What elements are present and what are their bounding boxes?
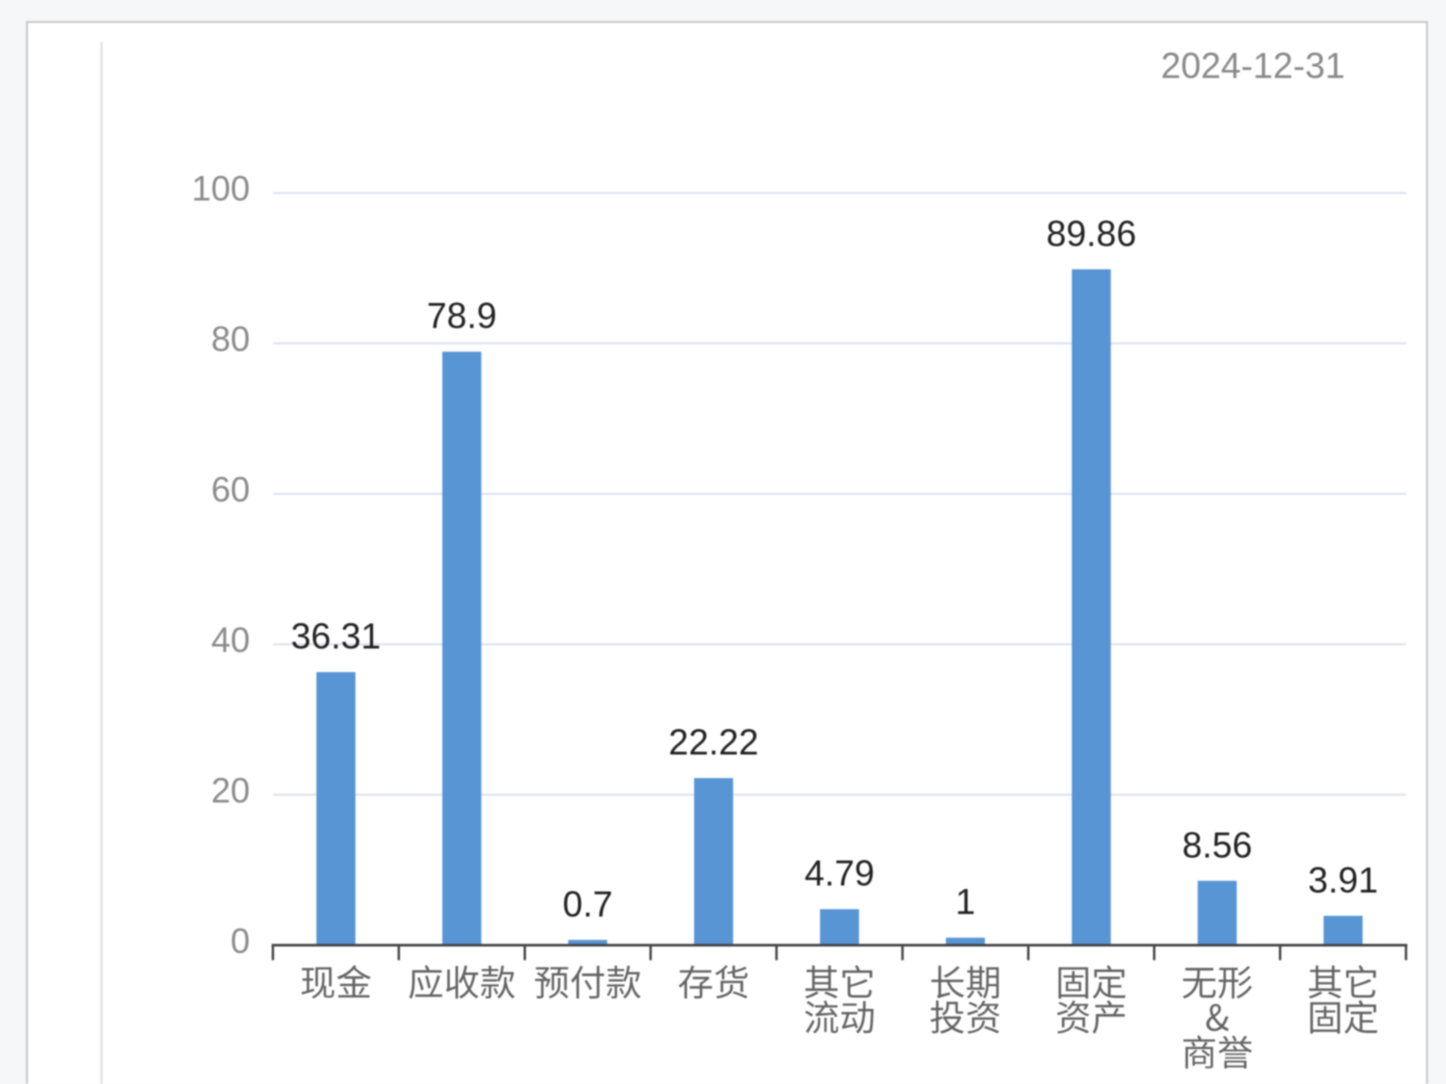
svg-text:78.9: 78.9 bbox=[427, 295, 497, 336]
svg-text:80: 80 bbox=[211, 320, 250, 359]
svg-text:8.56: 8.56 bbox=[1182, 824, 1252, 865]
svg-text:100: 100 bbox=[192, 170, 250, 209]
svg-text:0: 0 bbox=[231, 922, 250, 961]
svg-text:89.86: 89.86 bbox=[1046, 213, 1136, 254]
svg-text:4.79: 4.79 bbox=[804, 853, 874, 894]
svg-text:20: 20 bbox=[211, 772, 250, 811]
svg-text:60: 60 bbox=[211, 471, 250, 510]
svg-text:3.91: 3.91 bbox=[1308, 859, 1378, 900]
svg-text:1: 1 bbox=[955, 881, 975, 922]
svg-text:2024-12-31: 2024-12-31 bbox=[1161, 45, 1345, 86]
svg-text:36.31: 36.31 bbox=[291, 616, 381, 657]
svg-text:22.22: 22.22 bbox=[669, 722, 759, 763]
svg-text:0.7: 0.7 bbox=[563, 883, 613, 924]
svg-text:40: 40 bbox=[211, 621, 250, 660]
